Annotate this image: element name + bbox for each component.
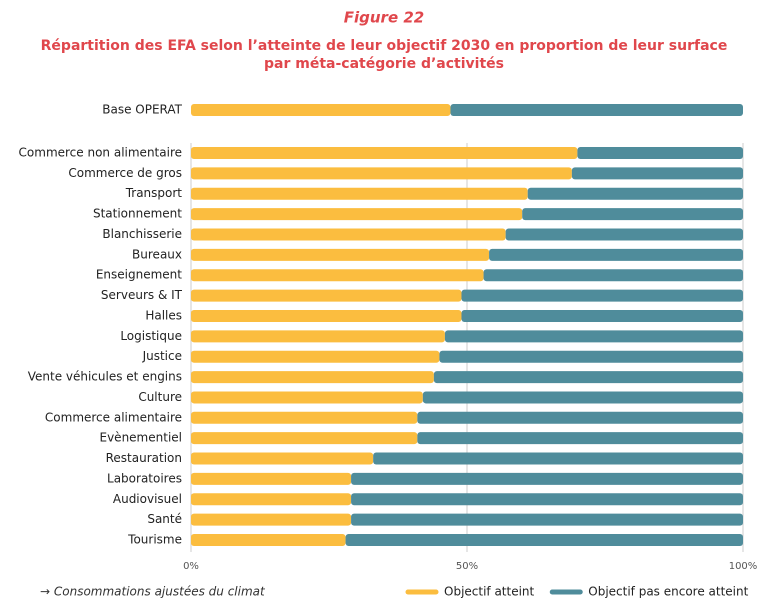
bar-segment — [351, 513, 743, 526]
bar-segment — [191, 104, 451, 116]
bar-segment — [191, 330, 445, 343]
bar-segment — [450, 104, 743, 116]
bar-segment — [191, 513, 352, 526]
bar-segment — [439, 350, 743, 363]
y-tick-label: Commerce alimentaire — [45, 410, 182, 424]
y-tick-label: Commerce de gros — [68, 166, 182, 180]
legend-label: Objectif atteint — [444, 585, 535, 599]
y-tick-label: Logistique — [120, 329, 182, 343]
bar-segment — [191, 228, 506, 241]
bar-segment — [191, 208, 523, 221]
y-tick-label: Enseignement — [96, 268, 182, 282]
chart-title: Figure 22 — [344, 9, 424, 27]
bar-segment — [505, 228, 743, 241]
y-tick-label: Stationnement — [93, 207, 182, 221]
bar-segment — [191, 452, 374, 465]
bar-segment — [191, 187, 528, 200]
bar-segment — [191, 269, 484, 282]
y-tick-label: Commerce non alimentaire — [19, 146, 182, 160]
bar-segment — [527, 187, 743, 200]
bar-segment — [191, 248, 490, 261]
bar-segment — [191, 472, 352, 485]
bar-segment — [483, 269, 743, 282]
bar-segment — [191, 167, 572, 180]
y-tick-label: Blanchisserie — [102, 227, 182, 241]
y-tick-label: Culture — [138, 390, 182, 404]
bar-segment — [191, 350, 440, 363]
chart-subtitle: Répartition des EFA selon l’atteinte de … — [41, 38, 728, 54]
bar-segment — [191, 309, 462, 322]
y-tick-label: Justice — [142, 349, 182, 363]
y-tick-label: Evènementiel — [100, 431, 183, 445]
bar-segment — [489, 248, 743, 261]
bar-segment — [191, 411, 418, 424]
y-tick-label: Vente véhicules et engins — [28, 370, 182, 384]
y-tick-label: Transport — [125, 186, 183, 200]
bar-segment — [191, 371, 434, 384]
bar-segment — [345, 534, 743, 547]
y-tick-label: Laboratoires — [107, 471, 182, 485]
bar-segment — [373, 452, 743, 465]
y-tick-label: Audiovisuel — [113, 492, 182, 506]
x-tick-label: 100% — [729, 561, 758, 572]
y-tick-label: Base OPERAT — [102, 103, 182, 117]
bar-segment — [522, 208, 743, 221]
bar-segment — [417, 432, 743, 445]
bar-segment — [191, 391, 423, 404]
bar-segment — [444, 330, 743, 343]
y-tick-label: Bureaux — [132, 247, 182, 261]
bar-segment — [351, 493, 743, 506]
bar-segment — [422, 391, 743, 404]
bar-segment — [191, 534, 346, 547]
note: → Consommations ajustées du climat — [40, 585, 266, 599]
bar-segment — [191, 493, 352, 506]
bar-segment — [191, 432, 418, 445]
x-tick-label: 50% — [456, 561, 478, 572]
bar-segment — [191, 147, 578, 159]
bar-segment — [191, 289, 462, 302]
y-tick-label: Serveurs & IT — [101, 288, 183, 302]
y-tick-label: Halles — [145, 308, 182, 322]
bar-segment — [433, 371, 743, 384]
bar-segment — [461, 309, 743, 322]
bar-segment — [461, 289, 743, 302]
legend-label: Objectif pas encore atteint — [588, 585, 748, 599]
y-tick-label: Tourisme — [127, 533, 182, 547]
chart-subtitle: par méta-catégorie d’activités — [264, 56, 504, 72]
bar-segment — [577, 147, 743, 159]
y-tick-label: Restauration — [106, 451, 182, 465]
y-tick-label: Santé — [147, 512, 182, 526]
bar-segment — [417, 411, 743, 424]
bar-segment — [351, 472, 743, 485]
x-tick-label: 0% — [183, 561, 199, 572]
bar-segment — [571, 167, 743, 180]
